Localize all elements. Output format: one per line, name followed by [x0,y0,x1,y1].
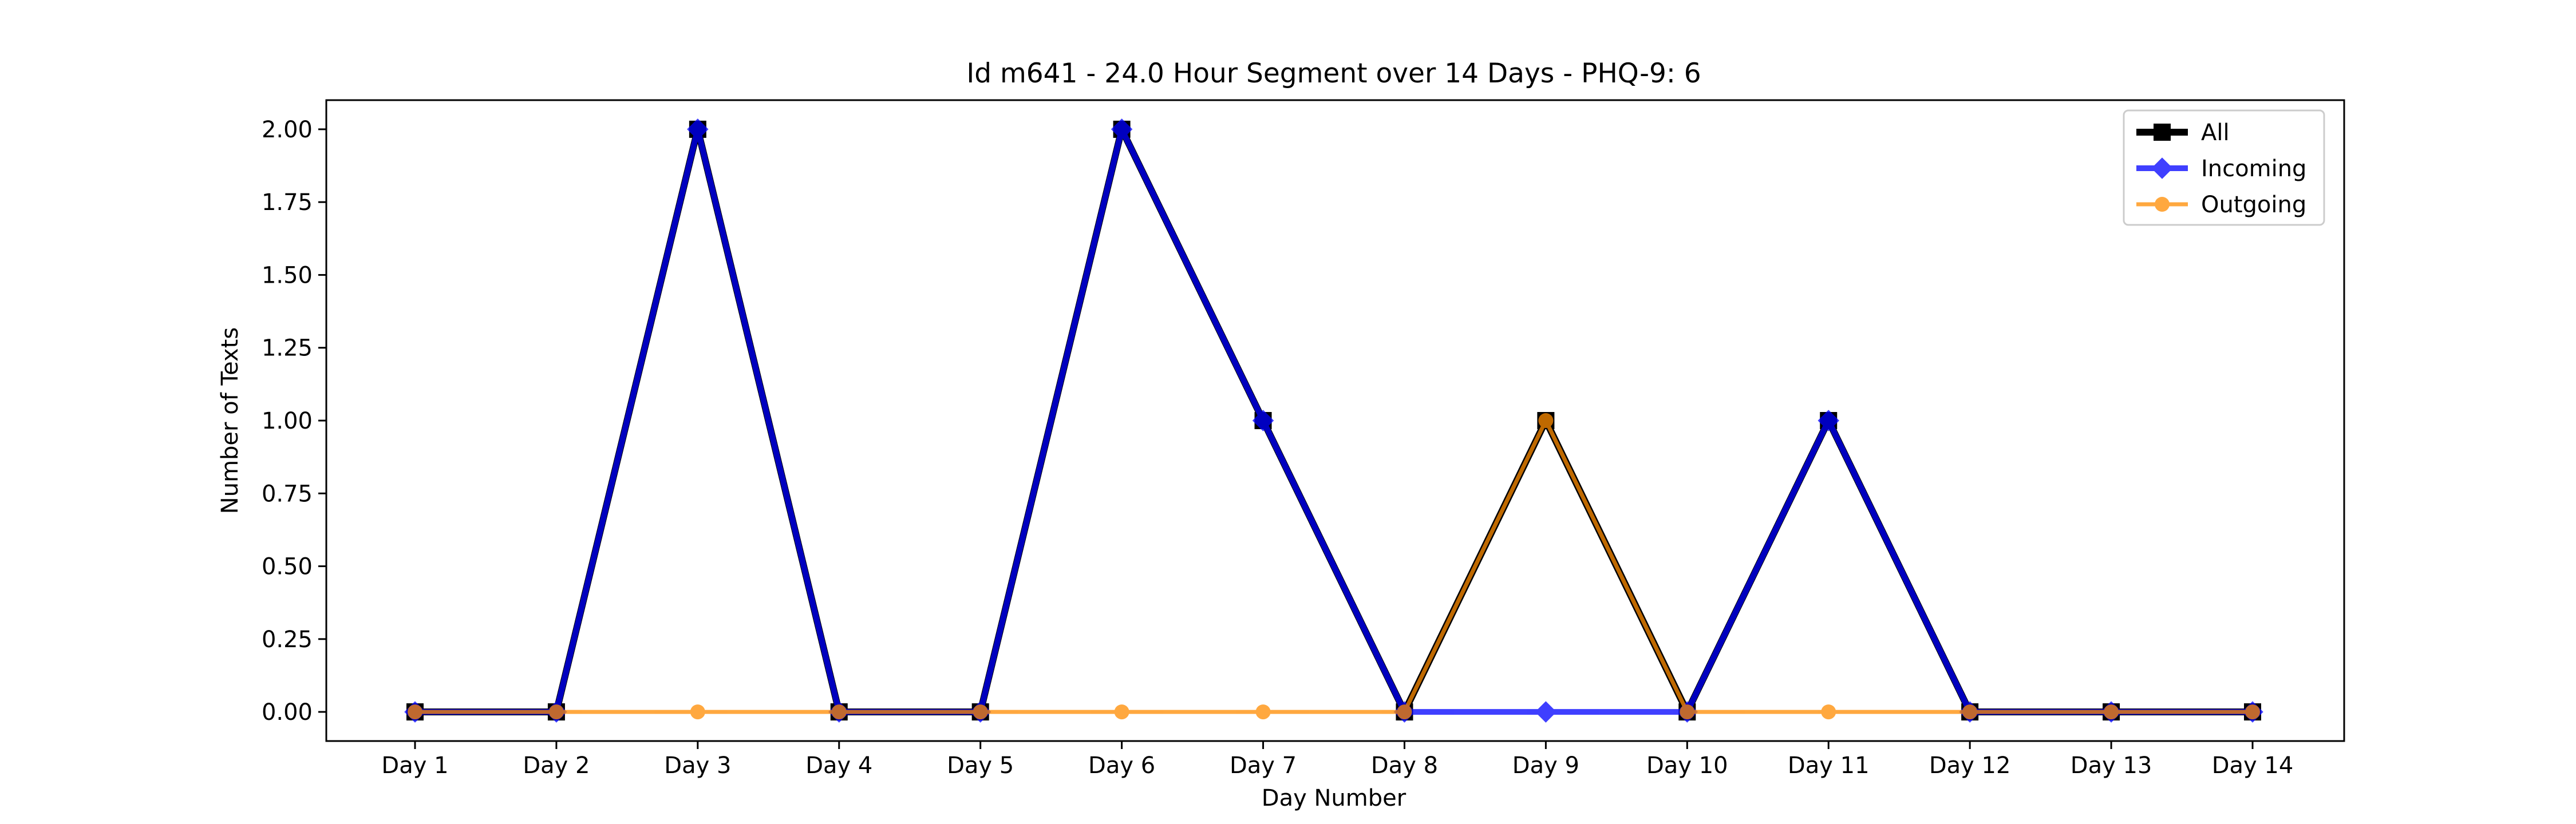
data-point [1252,410,1274,431]
y-tick-label: 1.50 [262,262,313,288]
legend-item [2136,197,2188,212]
x-tick-label: Day 9 [1512,752,1579,779]
x-tick-label: Day 3 [664,752,731,779]
series-line [415,125,2253,716]
series-line [415,126,2253,715]
y-tick-label: 1.25 [262,335,313,362]
x-tick-label: Day 12 [1929,752,2011,779]
x-tick-label: Day 1 [381,752,448,779]
y-tick-label: 0.00 [262,699,313,726]
data-point [1962,704,1978,720]
data-point [408,704,422,720]
data-point [1397,704,1412,720]
x-tick-label: Day 5 [947,752,1014,779]
data-point [1538,413,1554,428]
y-tick-label: 1.00 [262,408,313,434]
data-point [973,704,988,720]
series-outgoing [408,413,2260,720]
legend-box [2123,109,2325,226]
data-point [1818,410,1839,431]
x-tick-label: Day 4 [805,752,872,779]
data-point [548,704,564,720]
data-point [1255,704,1271,720]
legend-item [2136,124,2188,141]
x-tick-label: Day 6 [1088,752,1155,779]
legend-marker [2155,197,2170,212]
x-tick-label: Day 10 [1646,752,1728,779]
x-tick-label: Day 7 [1230,752,1297,779]
y-tick-label: 1.75 [262,189,313,216]
data-point [831,704,847,720]
y-axis-label: Number of Texts [217,327,243,514]
x-tick-label: Day 13 [2071,752,2152,779]
chart-title: Id m641 - 24.0 Hour Segment over 14 Days… [966,58,1701,89]
axes: Day 1 Day 2 Day 3 Day 4 Day 5 Day 6 Day 7 Day 8… [262,99,2345,779]
data-point [690,704,705,720]
x-tick-label: Day 2 [523,752,590,779]
x-axis-label: Day Number [1262,785,1406,811]
legend-label: Incoming [2201,156,2306,182]
legend-marker [2154,124,2171,141]
legend-label: Outgoing [2201,192,2306,218]
y-tick-label: 0.50 [262,554,313,580]
series-all [406,120,2261,721]
data-point [1680,704,1695,720]
legend-item [2136,157,2188,179]
data-point [1114,704,1129,720]
series-line [415,418,2253,714]
legend-label: All [2201,120,2230,146]
data-point [1821,704,1836,720]
data-point [1535,701,1557,723]
y-tick-label: 0.25 [262,627,313,653]
data-point [1111,118,1133,140]
plot-lines [404,118,2263,723]
data-point [2104,704,2119,720]
legend-marker [2151,157,2173,179]
data-point [2245,704,2260,720]
legend: All Incoming Outgoing [2123,109,2325,226]
y-tick-label: 2.00 [262,117,313,143]
x-tick-label: Day 14 [2212,752,2294,779]
series-incoming [404,118,2263,723]
x-tick-label: Day 8 [1371,752,1438,779]
data-point [687,118,709,140]
x-tick-label: Day 11 [1788,752,1870,779]
y-tick-label: 0.75 [262,481,313,507]
